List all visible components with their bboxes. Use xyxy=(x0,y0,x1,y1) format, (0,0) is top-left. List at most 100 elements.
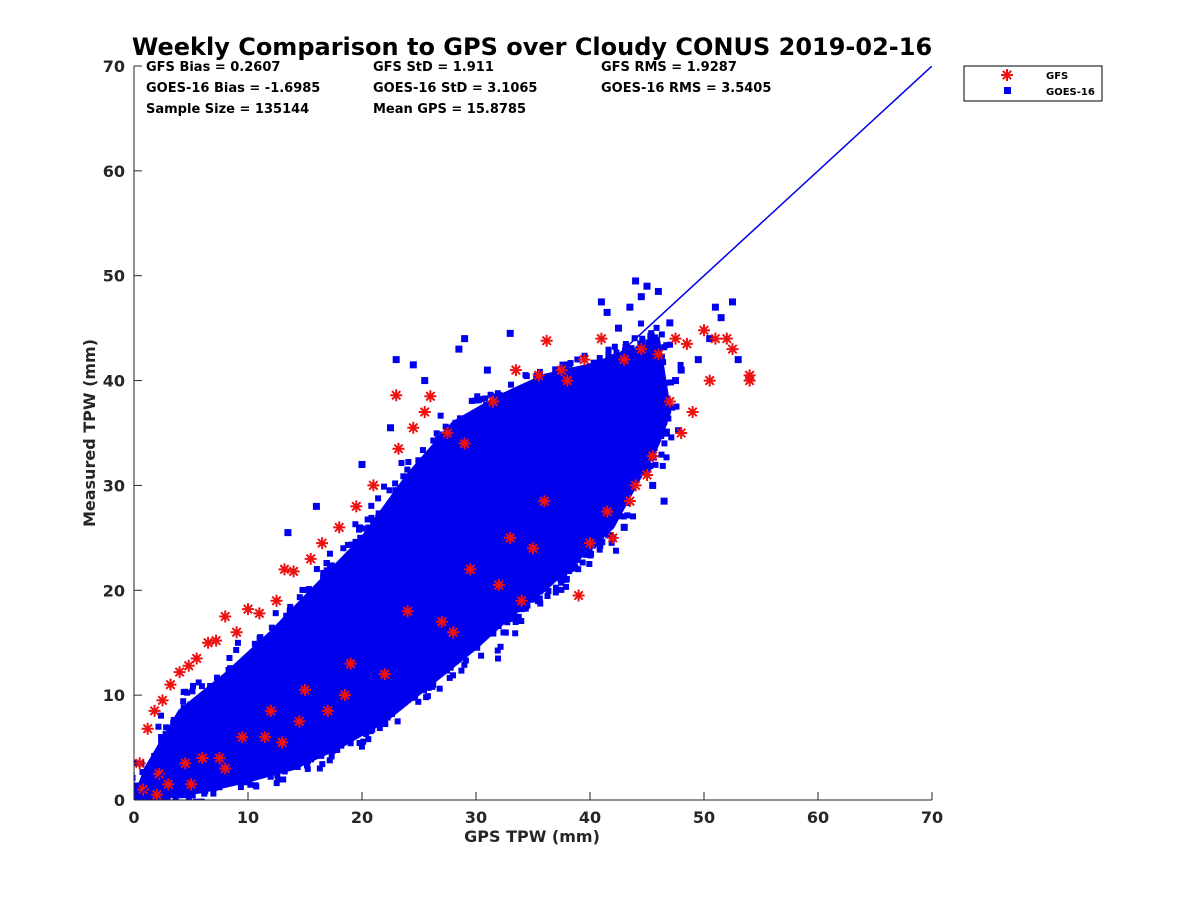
goes16-point xyxy=(201,790,208,797)
gfs-point xyxy=(270,594,283,607)
goes16-point xyxy=(189,792,196,799)
goes16-point xyxy=(468,423,475,430)
goes16-point xyxy=(523,373,530,380)
goes16-point xyxy=(158,734,165,741)
goes16-point xyxy=(311,605,318,612)
goes16-point xyxy=(326,757,333,764)
goes16-point xyxy=(630,513,637,520)
goes16-point xyxy=(596,355,603,362)
goes16-point xyxy=(557,577,564,584)
goes16-point xyxy=(579,559,586,566)
goes16-point xyxy=(632,277,640,285)
goes16-point xyxy=(180,704,187,711)
goes16-point xyxy=(729,298,736,306)
gfs-point xyxy=(663,395,676,408)
goes16-point xyxy=(658,432,665,439)
goes16-point xyxy=(651,445,658,452)
goes16-point xyxy=(494,390,501,397)
goes16-point xyxy=(273,637,280,644)
goes16-point xyxy=(483,401,490,408)
goes16-point xyxy=(404,466,411,473)
goes16-point xyxy=(174,805,180,811)
goes16-point xyxy=(609,358,616,365)
goes16-point xyxy=(622,347,629,354)
goes16-point xyxy=(506,329,514,337)
goes16-point xyxy=(608,539,615,546)
gfs-point xyxy=(287,565,300,578)
goes16-point xyxy=(501,419,508,427)
goes16-point xyxy=(363,730,370,737)
goes16-point xyxy=(352,560,359,567)
goes16-point xyxy=(479,406,486,413)
goes16-point xyxy=(512,618,519,625)
goes16-point xyxy=(466,637,473,644)
goes16-point xyxy=(251,640,258,647)
goes16-point xyxy=(316,765,323,772)
y-axis-label: Measured TPW (mm) xyxy=(80,339,99,527)
gfs-point xyxy=(202,636,215,649)
goes16-point xyxy=(494,647,501,654)
gfs-point xyxy=(350,500,363,513)
goes16-point xyxy=(462,415,469,422)
gfs-point xyxy=(150,788,163,800)
goes16-point xyxy=(319,761,326,768)
goes16-point xyxy=(156,756,163,763)
goes16-point xyxy=(237,784,244,791)
goes16-point xyxy=(226,774,233,781)
goes16-point xyxy=(296,594,303,601)
goes16-point xyxy=(661,419,668,426)
goes16-point xyxy=(518,618,525,625)
goes16-point xyxy=(663,404,670,411)
goes16-point xyxy=(258,639,265,646)
gfs-point xyxy=(278,563,291,576)
goes16-point xyxy=(214,693,221,700)
goes16-point xyxy=(495,623,502,630)
goes16-point xyxy=(631,335,638,342)
goes16-point xyxy=(572,565,579,572)
goes16-point xyxy=(347,712,355,720)
goes16-point xyxy=(586,561,593,568)
goes16-point xyxy=(374,716,381,723)
goes16-point xyxy=(162,731,169,738)
goes16-point xyxy=(540,576,548,584)
chart-title: Weekly Comparison to GPS over Cloudy CON… xyxy=(132,33,932,61)
goes16-point xyxy=(394,718,401,725)
goes16-point xyxy=(611,343,618,350)
goes16-point xyxy=(615,324,622,332)
goes16-point xyxy=(652,334,659,341)
goes16-point xyxy=(530,584,537,591)
goes16-point xyxy=(522,603,529,610)
gfs-point xyxy=(578,353,591,366)
goes16-point xyxy=(657,361,664,368)
goes16-point xyxy=(419,447,426,454)
goes16-point xyxy=(623,478,630,485)
y-tick-label: 10 xyxy=(103,686,125,705)
goes16-point xyxy=(504,619,511,626)
goes16-point xyxy=(259,769,266,776)
goes16-point xyxy=(308,756,315,763)
goes16-point xyxy=(620,523,628,531)
goes16-point xyxy=(347,740,354,747)
stat-line: GOES-16 StD = 3.1065 xyxy=(373,81,537,96)
stat-line: GOES-16 RMS = 3.5405 xyxy=(601,81,771,96)
goes16-point xyxy=(139,769,146,776)
goes16-point xyxy=(421,673,428,680)
goes16-point xyxy=(405,690,412,697)
goes16-point xyxy=(711,303,719,311)
goes16-point xyxy=(146,773,153,780)
goes16-point xyxy=(257,634,264,641)
goes16-point xyxy=(156,745,163,752)
goes16-point xyxy=(482,630,489,637)
goes16-point xyxy=(492,406,499,413)
goes16-point xyxy=(548,375,555,382)
goes16-point xyxy=(626,474,633,481)
goes16-point xyxy=(363,539,370,546)
goes16-point xyxy=(198,683,205,690)
goes16-point xyxy=(426,451,433,458)
goes16-point xyxy=(610,354,617,361)
goes16-point xyxy=(478,632,485,639)
goes16-point xyxy=(307,733,315,741)
goes16-point xyxy=(382,721,389,728)
goes16-point xyxy=(536,595,543,602)
goes16-point xyxy=(645,461,652,468)
